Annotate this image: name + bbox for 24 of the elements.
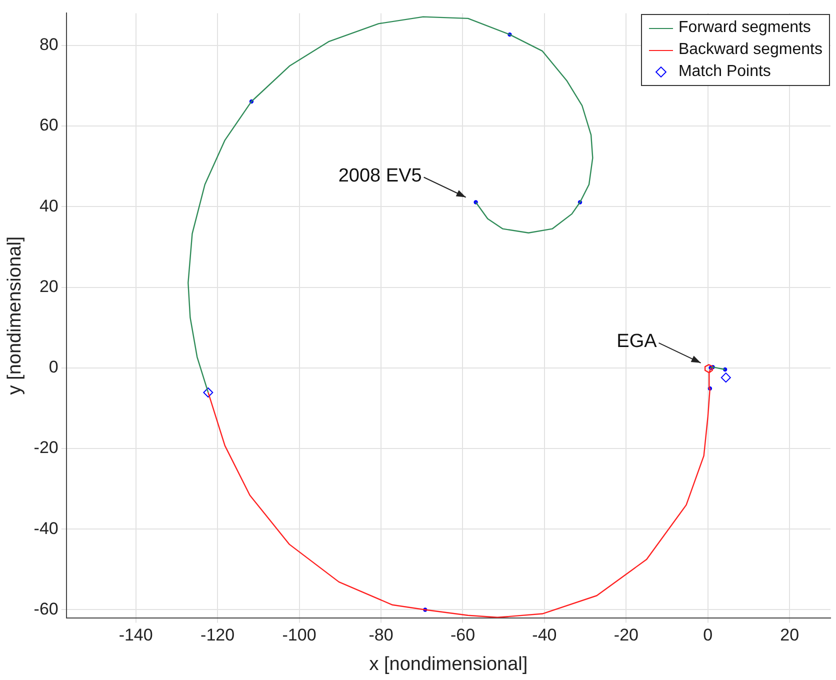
y-tick-label: -40 <box>34 518 58 538</box>
x-tick-label: -60 <box>450 626 476 645</box>
x-tick-label: 0 <box>703 626 713 645</box>
legend-label: Match Points <box>678 63 771 82</box>
x-tick-label: -80 <box>368 626 394 645</box>
y-tick-label: -60 <box>34 599 58 618</box>
x-tick-label: -100 <box>282 626 316 645</box>
y-tick-label: 20 <box>39 276 58 296</box>
legend-label: Backward segments <box>678 41 822 60</box>
x-tick-label: 20 <box>780 626 800 645</box>
y-tick-label: -20 <box>34 438 58 458</box>
x-tick-label: -120 <box>200 626 235 645</box>
y-tick-label: 60 <box>39 116 58 135</box>
annotation: 2008 EV5 <box>338 165 422 186</box>
x-tick-label: -140 <box>118 626 153 645</box>
x-axis-title: x [nondimensional] <box>369 654 528 675</box>
y-tick-label: 0 <box>48 358 58 377</box>
annotation: EGA <box>616 331 658 352</box>
y-axis-title: y [nondimensional] <box>4 236 26 395</box>
y-tick-label: 40 <box>39 196 58 216</box>
x-tick-label: -40 <box>532 626 557 645</box>
y-tick-label: 80 <box>39 35 58 54</box>
x-tick-label: -20 <box>614 626 638 645</box>
legend-label: Forward segments <box>678 19 811 38</box>
